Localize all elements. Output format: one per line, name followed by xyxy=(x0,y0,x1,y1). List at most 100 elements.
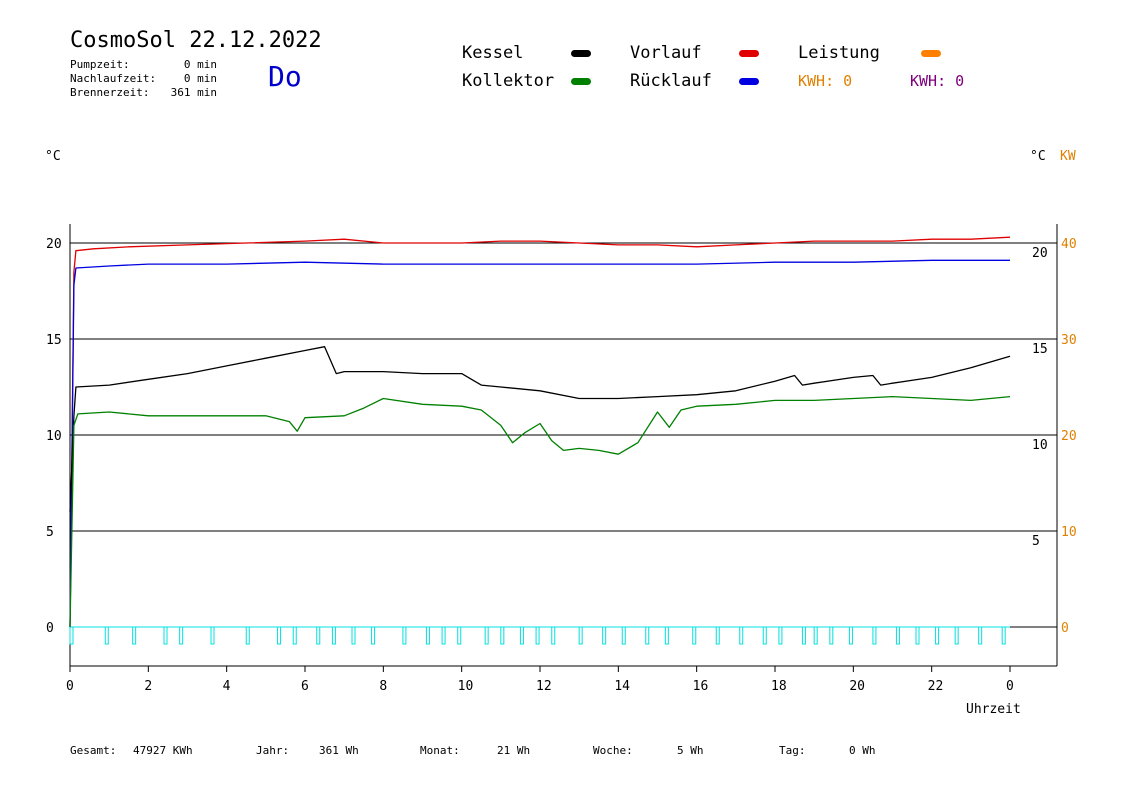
monat-value: 21 Wh xyxy=(497,744,531,757)
pump-pulse-7 xyxy=(277,626,282,645)
x-tick-label-8: 16 xyxy=(693,679,709,694)
pump-pulse-14 xyxy=(425,626,430,645)
pump-pulse-30 xyxy=(762,626,767,645)
y-tick-right-kw-40: 40 xyxy=(1061,237,1077,252)
woche-label: Woche: xyxy=(593,744,633,757)
kwh-orange-label: KWH: 0 xyxy=(798,72,853,90)
pump-pulse-31 xyxy=(778,626,783,645)
pump-pulse-39 xyxy=(935,626,940,645)
pump-pulse-32 xyxy=(801,626,806,645)
pump-pulse-20 xyxy=(535,626,540,645)
y-tick-right-c-10: 10 xyxy=(1032,438,1048,453)
x-tick-label-6: 12 xyxy=(536,679,552,694)
pump-pulse-12 xyxy=(371,626,376,645)
legend-kessel-swatch xyxy=(571,50,591,57)
x-tick-label-3: 6 xyxy=(301,679,309,694)
pump-pulse-24 xyxy=(621,626,626,645)
legend-vorlauf-label: Vorlauf xyxy=(630,43,702,63)
y-tick-right-kw-20: 20 xyxy=(1061,429,1077,444)
series-line-vorlauf xyxy=(69,236,1011,628)
legend-vorlauf-swatch xyxy=(739,50,759,57)
pump-pulse-37 xyxy=(895,626,900,645)
x-tick-label-9: 18 xyxy=(771,679,787,694)
pump-pulse-19 xyxy=(519,626,524,645)
pump-pulse-29 xyxy=(739,626,744,645)
pump-pulse-15 xyxy=(441,626,446,645)
chart-title: CosmoSol 22.12.2022 xyxy=(70,28,322,53)
x-tick-label-11: 22 xyxy=(928,679,944,694)
pump-pulse-5 xyxy=(210,626,215,645)
brennerzeit-value: 361 min xyxy=(170,86,217,99)
x-tick-label-7: 14 xyxy=(614,679,630,694)
series-line-kollektor xyxy=(69,395,1011,628)
x-tick-label-12: 0 xyxy=(1006,679,1014,694)
pump-pulse-18 xyxy=(500,626,505,645)
pump-pulse-6 xyxy=(245,626,250,645)
x-tick-label-5: 10 xyxy=(458,679,474,694)
legend-kessel-label: Kessel xyxy=(462,43,524,63)
pump-pulse-9 xyxy=(316,626,321,645)
pump-pulse-16 xyxy=(457,626,462,645)
pump-pulse-11 xyxy=(351,626,356,645)
pump-pulse-8 xyxy=(292,626,297,645)
y-tick-right-kw-10: 10 xyxy=(1061,525,1077,540)
woche-value: 5 Wh xyxy=(677,744,704,757)
pump-pulse-35 xyxy=(848,626,853,645)
y-tick-left-5: 5 xyxy=(46,525,54,540)
pump-pulse-10 xyxy=(331,626,336,645)
pump-pulse-42 xyxy=(1001,626,1006,645)
legend-kollektor-swatch xyxy=(571,78,591,85)
legend-kollektor-label: Kollektor xyxy=(462,71,555,91)
right-unit-c-label: °C xyxy=(1030,149,1046,164)
tag-value: 0 Wh xyxy=(849,744,876,757)
pump-pulse-22 xyxy=(578,626,583,645)
pump-pulse-40 xyxy=(954,626,959,645)
monat-label: Monat: xyxy=(420,744,460,757)
pump-pulse-27 xyxy=(692,626,697,645)
nachlaufzeit-label: Nachlaufzeit: xyxy=(70,72,157,85)
pump-pulse-3 xyxy=(163,626,168,645)
gesamt-value: 47927 KWh xyxy=(133,744,193,757)
gesamt-label: Gesamt: xyxy=(70,744,117,757)
legend-leistung-label: Leistung xyxy=(798,43,880,63)
pump-pulse-0 xyxy=(69,626,74,645)
pump-pulse-2 xyxy=(132,626,137,645)
x-tick-label-10: 20 xyxy=(849,679,865,694)
pump-pulse-25 xyxy=(645,626,650,645)
pump-pulse-41 xyxy=(978,626,983,645)
pump-pulse-33 xyxy=(813,626,818,645)
x-axis-title: Uhrzeit xyxy=(966,702,1021,717)
pump-pulse-23 xyxy=(602,626,607,645)
y-tick-right-kw-30: 30 xyxy=(1061,333,1077,348)
pump-pulse-36 xyxy=(872,626,877,645)
left-unit-label: °C xyxy=(45,149,61,164)
y-tick-right-kw-0: 0 xyxy=(1061,621,1069,636)
y-tick-left-20: 20 xyxy=(46,237,62,252)
series-line-rcklauf xyxy=(69,259,1010,628)
x-tick-label-0: 0 xyxy=(66,679,74,694)
pump-pulse-38 xyxy=(915,626,920,645)
y-tick-left-0: 0 xyxy=(46,621,54,636)
jahr-value: 361 Wh xyxy=(319,744,359,757)
pump-pulse-28 xyxy=(715,626,720,645)
y-tick-left-15: 15 xyxy=(46,333,62,348)
jahr-label: Jahr: xyxy=(256,744,290,757)
x-tick-label-1: 2 xyxy=(144,679,152,694)
brennerzeit-label: Brennerzeit: xyxy=(70,86,150,99)
kwh-purple-label: KWH: 0 xyxy=(910,72,965,90)
pump-pulse-13 xyxy=(402,626,407,645)
legend-ruecklauf-swatch xyxy=(739,78,759,85)
pump-pulse-26 xyxy=(664,626,669,645)
x-tick-label-4: 8 xyxy=(379,679,387,694)
series-line-kessel xyxy=(69,346,1011,512)
x-tick-label-2: 4 xyxy=(223,679,231,694)
tag-label: Tag: xyxy=(779,744,806,757)
legend-ruecklauf-label: Rücklauf xyxy=(630,71,712,91)
pumpzeit-value: 0 min xyxy=(183,58,217,71)
right-unit-kw-label: KW xyxy=(1060,149,1076,164)
pumpzeit-label: Pumpzeit: xyxy=(70,58,130,71)
y-tick-left-10: 10 xyxy=(46,429,62,444)
pump-pulse-17 xyxy=(484,626,489,645)
y-tick-right-c-5: 5 xyxy=(1032,534,1040,549)
legend-leistung-swatch xyxy=(921,50,941,57)
